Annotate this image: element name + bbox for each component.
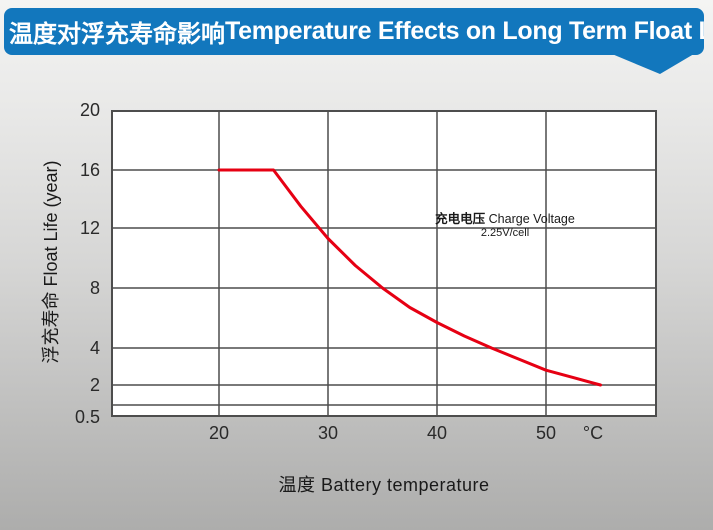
y-tick-label: 4 (89, 338, 100, 358)
x-tick-label: 50 (535, 423, 557, 443)
charge-voltage-annotation: 充电电压 Charge Voltage 2.25V/cell (420, 212, 590, 240)
chart-canvas (111, 110, 657, 417)
x-tick-label: 20 (208, 423, 230, 443)
title-banner: 温度对浮充寿命影响 Temperature Effects on Long Ter… (4, 8, 704, 55)
y-axis-title: 浮充寿命 Float Life (year) (41, 160, 61, 364)
float-life-curve (217, 168, 602, 387)
page-title-en: Temperature Effects on Long Term Float L… (225, 17, 704, 45)
y-tick-label: 2 (89, 375, 100, 395)
x-tick-label: 30 (317, 423, 339, 443)
y-tick-label: 20 (79, 100, 100, 120)
y-tick-label: 0.5 (74, 407, 100, 427)
x-axis-title: 温度 Battery temperature (278, 475, 490, 495)
y-tick-label: 8 (89, 278, 100, 298)
annotation-line2: 2.25V/cell (480, 227, 530, 239)
x-tick-label: 40 (426, 423, 448, 443)
annotation-line1: 充电电压 Charge Voltage (435, 212, 575, 226)
chart-plot-area (111, 110, 657, 417)
y-tick-label: 16 (79, 160, 100, 180)
page-title-zh: 温度对浮充寿命影响 (9, 21, 225, 48)
y-tick-label: 12 (79, 218, 100, 238)
plot-frame (111, 110, 657, 417)
x-axis-unit-label: °C (582, 423, 604, 443)
